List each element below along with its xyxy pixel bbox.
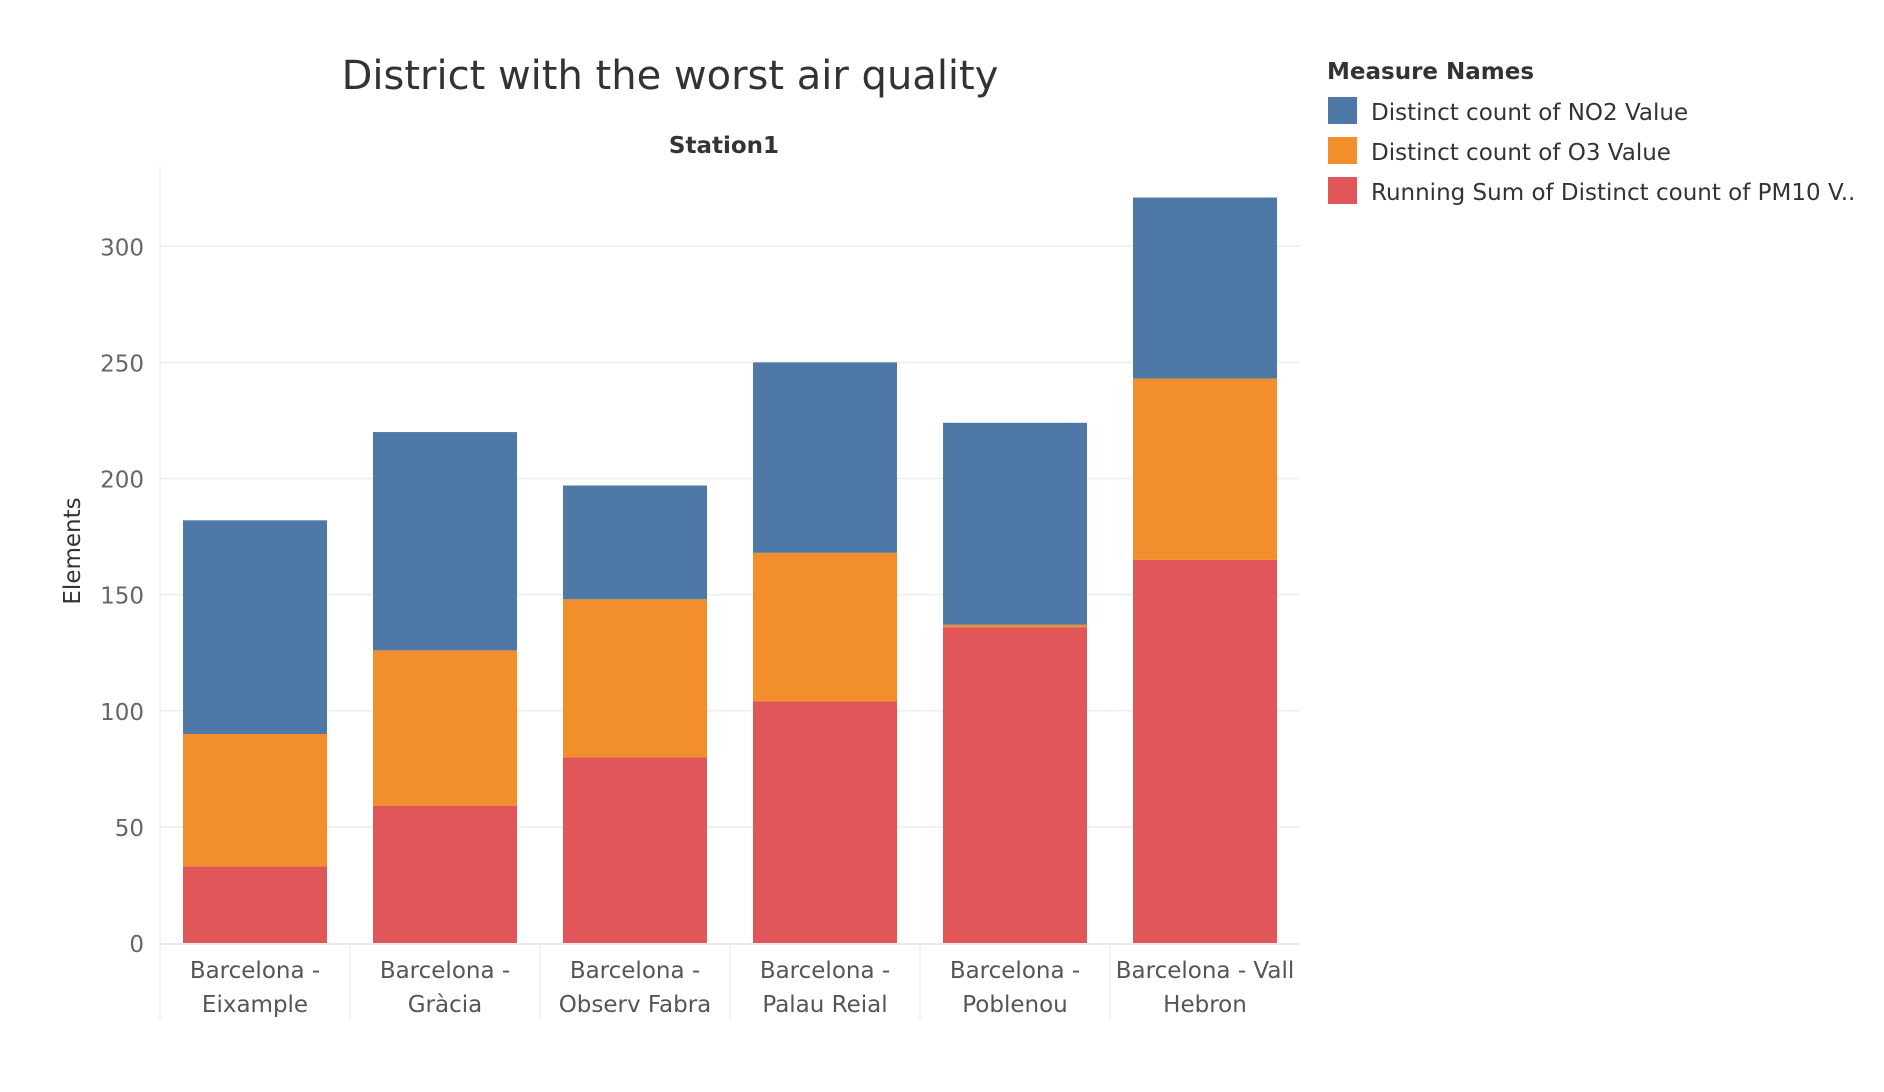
y-tick-label: 250 <box>100 351 144 377</box>
legend: Measure Names Distinct count of NO2 Valu… <box>1327 59 1855 206</box>
legend-swatch <box>1328 177 1357 204</box>
legend-label: Running Sum of Distinct count of PM10 V.… <box>1371 180 1855 206</box>
legend-label: Distinct count of NO2 Value <box>1371 100 1688 126</box>
x-category-label: Poblenou <box>962 992 1068 1018</box>
legend-label: Distinct count of O3 Value <box>1371 140 1671 166</box>
legend-swatch <box>1328 137 1357 164</box>
bar-segment <box>943 422 1087 625</box>
x-axis-categories: Barcelona - Eixample Barcelona - Gràcia Barc… <box>190 958 1294 1018</box>
y-tick-label: 100 <box>100 700 144 726</box>
bar-segment <box>563 757 707 943</box>
y-tick-label: 150 <box>100 584 144 610</box>
x-category-label: Eixample <box>202 992 308 1018</box>
y-axis-ticks: 0 50 100 150 200 250 300 <box>100 235 144 958</box>
legend-title: Measure Names <box>1327 59 1534 85</box>
gridlines <box>159 165 1300 1020</box>
bar-segment <box>943 624 1087 628</box>
x-category-label: Hebron <box>1163 992 1247 1018</box>
x-category-label: Gràcia <box>408 992 483 1018</box>
bar-segment <box>1133 559 1277 943</box>
bar-segment <box>183 733 327 867</box>
y-tick-label: 200 <box>100 468 144 494</box>
bar-segment <box>943 627 1087 943</box>
panel-title: Station1 <box>669 133 779 159</box>
chart-title: District with the worst air quality <box>342 53 999 99</box>
bar-segment <box>183 520 327 734</box>
x-category-label: Barcelona - <box>380 958 510 984</box>
bar-segment <box>1133 197 1277 379</box>
x-category-label: Barcelona - <box>950 958 1080 984</box>
bar-segment <box>373 650 517 806</box>
bars <box>183 197 1277 943</box>
y-tick-label: 300 <box>100 235 144 261</box>
bar-segment <box>753 362 897 553</box>
x-category-label: Barcelona - <box>190 958 320 984</box>
bar-segment <box>373 805 517 943</box>
y-axis-title: Elements <box>60 497 86 604</box>
x-category-label: Palau Reial <box>762 992 887 1018</box>
legend-swatch <box>1328 97 1357 124</box>
y-tick-label: 0 <box>129 932 144 958</box>
x-category-label: Barcelona - Vall <box>1116 958 1295 984</box>
bar-segment <box>753 552 897 702</box>
bar-segment <box>183 866 327 943</box>
y-tick-label: 50 <box>115 816 144 842</box>
bar-segment <box>373 432 517 651</box>
x-category-label: Observ Fabra <box>559 992 712 1018</box>
bar-segment <box>1133 378 1277 560</box>
x-category-label: Barcelona - <box>760 958 890 984</box>
bar-segment <box>563 599 707 758</box>
bar-segment <box>563 485 707 600</box>
x-category-label: Barcelona - <box>570 958 700 984</box>
bar-segment <box>753 701 897 943</box>
